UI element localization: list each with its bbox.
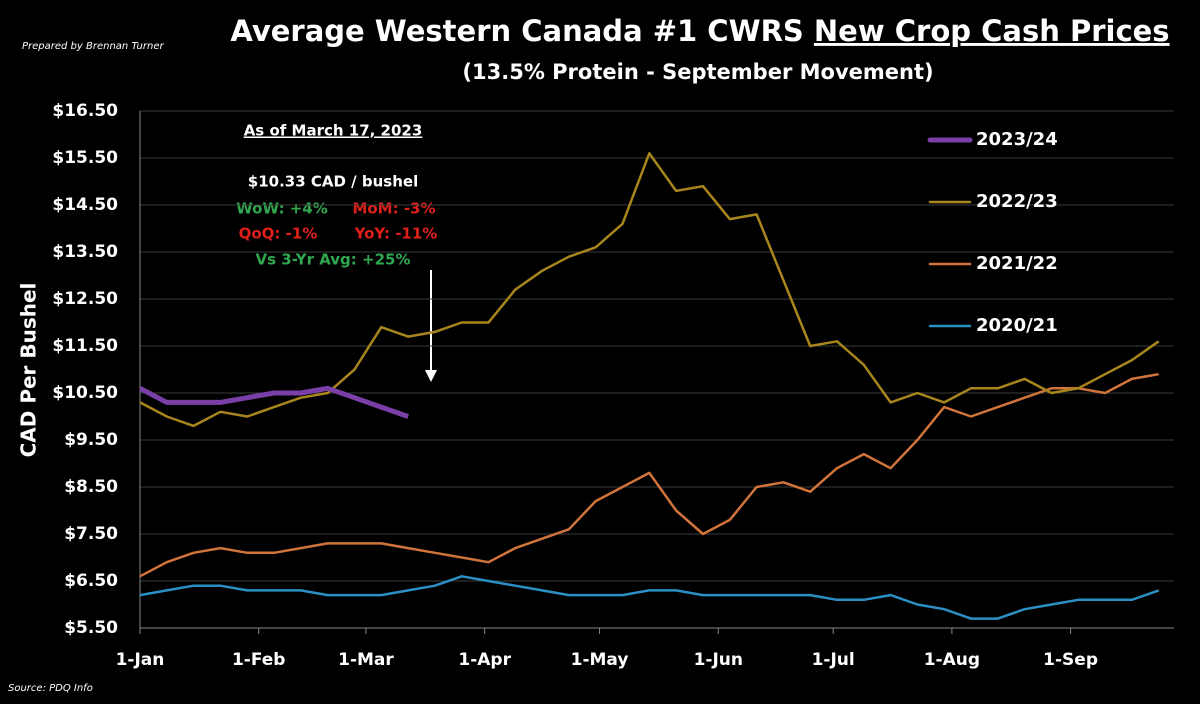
x-tick-label: 1-May bbox=[571, 650, 629, 670]
title-underlined: New Crop Cash Prices bbox=[814, 14, 1170, 48]
y-tick-label: $8.50 bbox=[64, 477, 118, 497]
credit: Prepared by Brennan Turner bbox=[22, 41, 164, 52]
x-tick-label: 1-Mar bbox=[338, 650, 394, 670]
legend-label: 2021/22 bbox=[976, 253, 1058, 274]
annotation-stat: Vs 3-Yr Avg: +25% bbox=[256, 251, 411, 269]
y-tick-label: $13.50 bbox=[52, 242, 118, 262]
x-tick-label: 1-Jun bbox=[694, 650, 743, 670]
chart-subtitle: (13.5% Protein - September Movement) bbox=[462, 60, 933, 84]
x-tick-label: 1-Sep bbox=[1043, 650, 1098, 670]
series-line bbox=[139, 575, 1160, 620]
annotation-price: $10.33 CAD / bushel bbox=[248, 173, 418, 191]
y-tick-label: $16.50 bbox=[52, 101, 118, 121]
arrow-head bbox=[425, 370, 437, 382]
annotation-stat: WoW: +4% bbox=[236, 200, 328, 218]
x-tick-label: 1-Feb bbox=[232, 650, 286, 670]
x-tick-label: 1-Apr bbox=[458, 650, 511, 670]
y-tick-label: $10.50 bbox=[52, 383, 118, 403]
title-main: Average Western Canada #1 CWRS bbox=[230, 14, 803, 48]
legend-label: 2022/23 bbox=[976, 191, 1058, 212]
legend-label: 2023/24 bbox=[976, 129, 1058, 150]
series-line bbox=[139, 152, 1160, 428]
y-tick-label: $9.50 bbox=[64, 430, 118, 450]
y-tick-label: $6.50 bbox=[64, 571, 118, 591]
y-tick-label: $12.50 bbox=[52, 289, 118, 309]
y-tick-label: $14.50 bbox=[52, 195, 118, 215]
y-tick-label: $5.50 bbox=[64, 618, 118, 638]
annotation-heading: As of March 17, 2023 bbox=[244, 122, 423, 140]
y-tick-label: $15.50 bbox=[52, 148, 118, 168]
y-axis-label: CAD Per Bushel bbox=[17, 283, 41, 458]
series-group bbox=[138, 152, 1160, 620]
series-line bbox=[139, 372, 1159, 578]
annotation-stat: YoY: -11% bbox=[354, 225, 438, 243]
series-line bbox=[138, 385, 409, 419]
y-tick-label: $7.50 bbox=[64, 524, 118, 544]
x-tick-label: 1-Aug bbox=[924, 650, 980, 670]
chart-title: Average Western Canada #1 CWRS New Crop … bbox=[230, 14, 1169, 48]
x-tick-label: 1-Jan bbox=[116, 650, 165, 670]
annotation-stat: MoM: -3% bbox=[352, 200, 435, 218]
source: Source: PDQ Info bbox=[8, 683, 93, 694]
legend-label: 2020/21 bbox=[976, 315, 1058, 336]
y-tick-label: $11.50 bbox=[52, 336, 118, 356]
annotation-stat: QoQ: -1% bbox=[239, 225, 318, 243]
annotation: As of March 17, 2023 $10.33 CAD / bushel bbox=[244, 122, 437, 382]
x-tick-label: 1-Jul bbox=[812, 650, 855, 670]
